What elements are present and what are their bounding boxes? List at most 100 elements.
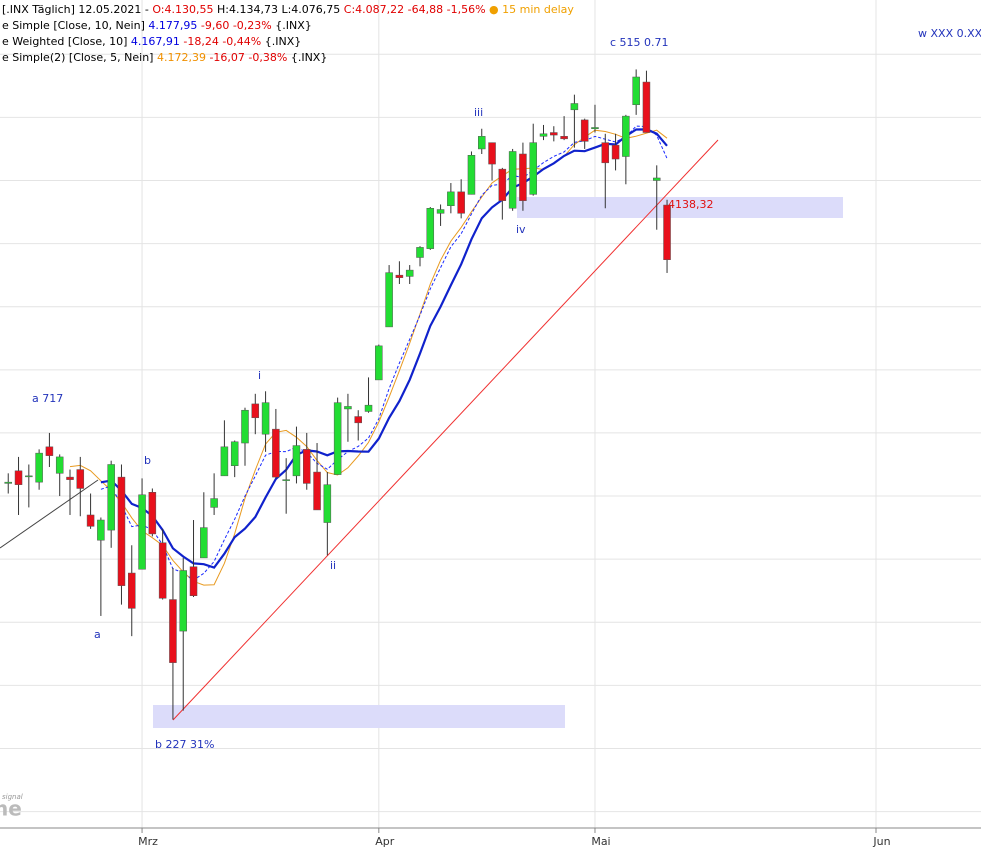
candle-body [364, 404, 373, 412]
candle-body [488, 142, 496, 165]
candle-body [220, 446, 229, 477]
candle-body [55, 456, 64, 474]
legend-text: [.INX Täglich] 12.05.2021 - [2, 3, 149, 16]
candle-body [447, 191, 455, 206]
candle-body [570, 103, 579, 111]
candle-body [138, 494, 146, 570]
legend-text: L:4.076,75 [281, 3, 341, 16]
candle-body [230, 441, 239, 466]
candle-body [66, 476, 74, 480]
candle-body [117, 476, 126, 586]
candle-body [107, 464, 115, 531]
trend-line [172, 139, 719, 721]
candle-body [467, 155, 476, 195]
legend-text: O:4.130,55 [152, 3, 214, 16]
candle-body [663, 204, 671, 260]
candle-body [601, 142, 610, 164]
candle-body [45, 446, 54, 456]
legend-row: e Weighted [Close, 10] 4.167,91 -18,24 -… [2, 34, 574, 50]
legend-row: [.INX Täglich] 12.05.2021 - O:4.130,55 H… [2, 2, 574, 18]
legend-text: -9,60 -0,23% [200, 19, 272, 32]
legend-text: H:4.134,73 [216, 3, 278, 16]
candle-body [200, 527, 208, 559]
candle-body [35, 452, 43, 483]
candle-body [158, 542, 167, 599]
candle-body [416, 247, 424, 258]
grid [0, 0, 981, 828]
candle-body [478, 136, 486, 150]
candle-body [303, 449, 311, 484]
candle-body [282, 479, 290, 481]
trend-line [0, 479, 99, 549]
moving-average [100, 125, 668, 581]
candle-body [76, 469, 85, 489]
candle-body [25, 475, 33, 478]
legend-text: 4.177,95 [148, 19, 198, 32]
legend-text: {.INX} [264, 35, 302, 48]
wave-label: b 227 31% [155, 738, 214, 751]
legend: [.INX Täglich] 12.05.2021 - O:4.130,55 H… [2, 2, 574, 66]
wave-label: w XXX 0.XX [918, 27, 981, 40]
candle-body [611, 144, 620, 160]
level-label: 4138,32 [668, 198, 714, 211]
candle-body [375, 345, 383, 381]
wave-label: b [144, 454, 151, 467]
moving-average [100, 128, 668, 569]
candle-body [550, 132, 558, 136]
candle-body [426, 208, 435, 249]
wave-label: a [94, 628, 101, 641]
candle-body [385, 272, 393, 328]
candle-body [333, 402, 342, 475]
candle-body [313, 471, 321, 511]
wave-label: iii [474, 106, 483, 119]
candle-body [642, 81, 651, 133]
candle-body [560, 136, 568, 140]
legend-text: C:4.087,22 -64,88 -1,56% [343, 3, 486, 16]
candle-body [457, 191, 465, 214]
x-tick-label: Apr [375, 835, 395, 848]
wave-label: iv [516, 223, 526, 236]
candle-body [529, 142, 537, 195]
candle-body [539, 133, 548, 137]
candle-body [128, 572, 136, 609]
legend-text: {.INX} [290, 51, 328, 64]
candle-body [251, 403, 260, 419]
legend-text: -18,24 -0,44% [183, 35, 262, 48]
candle-body [323, 484, 332, 523]
candle-body [652, 177, 661, 181]
candle-body [395, 274, 404, 278]
legend-text: {.INX} [275, 19, 312, 32]
candle-body [508, 151, 517, 209]
candle-body [272, 428, 280, 478]
watermark: signal [2, 793, 23, 801]
zone-box [517, 197, 843, 218]
candle-body [189, 566, 198, 597]
candle-body [179, 570, 187, 632]
candle-body [436, 209, 445, 214]
candle-body [86, 514, 95, 527]
legend-text: e Simple(2) [Close, 5, Nein] [2, 51, 154, 64]
legend-text: e Simple [Close, 10, Nein] [2, 19, 145, 32]
legend-text: 4.172,39 [156, 51, 206, 64]
candle-body [622, 115, 630, 157]
candle-body [591, 127, 599, 129]
candle-body [354, 416, 362, 424]
wave-label: i [258, 369, 261, 382]
candle-body [519, 153, 527, 201]
candle-body [14, 470, 23, 485]
candle-body [344, 406, 352, 410]
candle-body [632, 76, 640, 106]
legend-text: 4.167,91 [130, 35, 180, 48]
candle-body [261, 402, 270, 435]
legend-text: -16,07 -0,38% [209, 51, 288, 64]
candle-body [241, 409, 249, 444]
moving-average [69, 129, 668, 586]
candle-body [498, 168, 507, 201]
watermark: ne [0, 797, 22, 821]
zone-box [153, 705, 565, 728]
x-tick-label: Jun [872, 835, 890, 848]
x-tick-label: Mrz [138, 835, 158, 848]
wave-label: c 515 0.71 [610, 36, 669, 49]
legend-row: e Simple [Close, 10, Nein] 4.177,95 -9,6… [2, 18, 574, 34]
